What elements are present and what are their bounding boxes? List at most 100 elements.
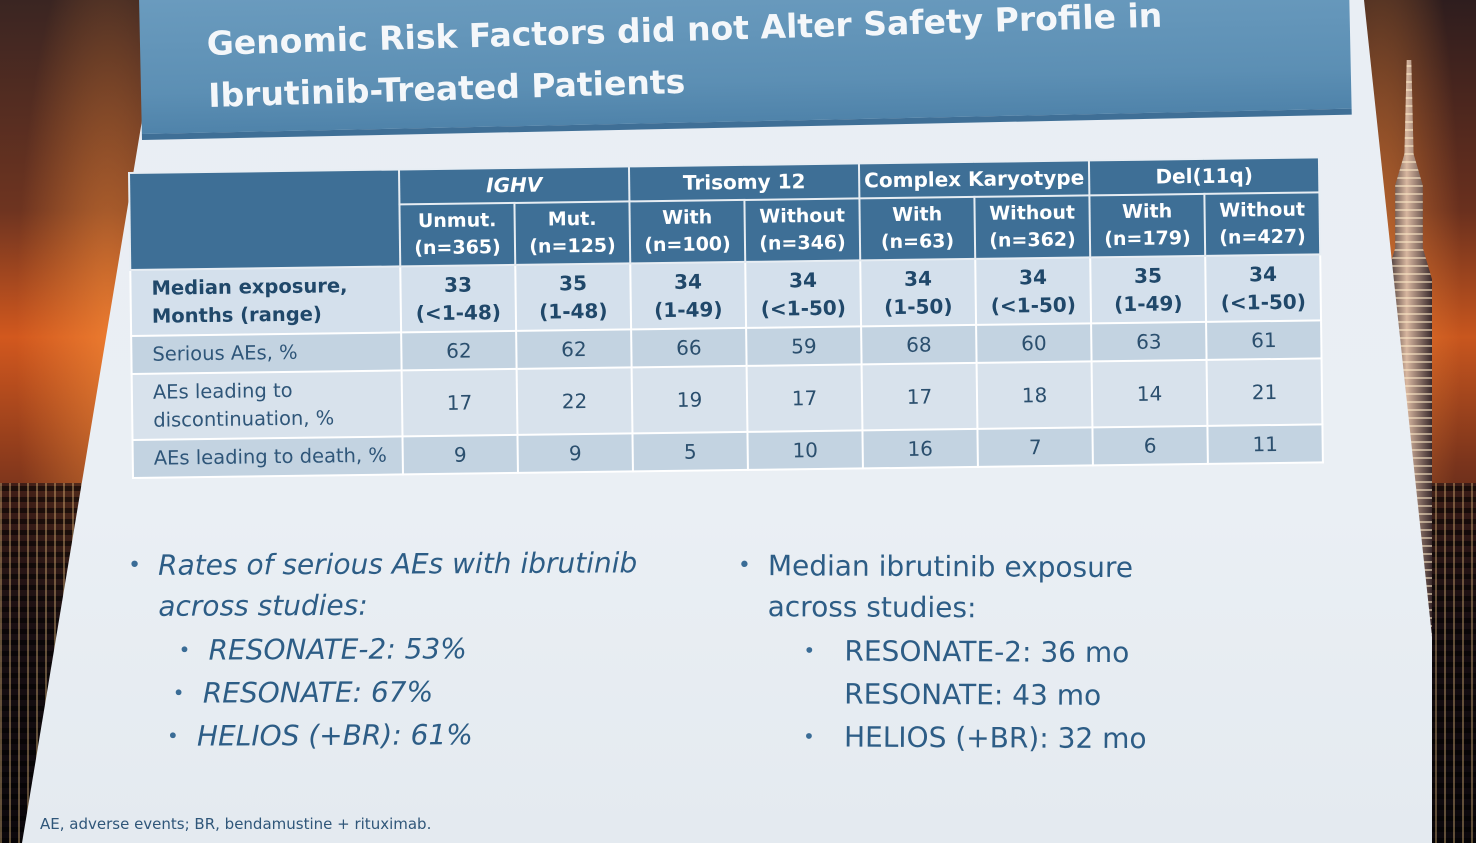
sub-bullet: • RESONATE-2: 36 mo: [803, 629, 1147, 674]
subheader-n: (n=63): [880, 230, 955, 254]
cell-range: (1-48): [539, 298, 608, 324]
cell-range: (1-49): [654, 297, 723, 323]
row-label: Serious AEs, %: [131, 332, 402, 374]
bullet-dot-icon: •: [128, 552, 142, 578]
cell-value: 33: [443, 272, 473, 297]
table-cell: 68: [861, 324, 977, 365]
table-cell: 11: [1207, 424, 1323, 464]
subheader-label: Without: [759, 204, 846, 228]
subheader-n: (n=179): [1104, 227, 1191, 251]
safety-table: IGHV Trisomy 12 Complex Karyotype Del(11…: [128, 156, 1324, 479]
sub-bullet-text: HELIOS (+BR): 32 mo: [843, 720, 1147, 756]
table-cell: 21: [1206, 358, 1323, 426]
row-label-line-2: Months (range): [151, 302, 322, 328]
sub-bullet-text: RESONATE-2: 36 mo: [844, 634, 1130, 670]
table-cell: 63: [1091, 321, 1207, 362]
subheader-label: With: [661, 206, 713, 230]
table-cell: 35 (1-49): [1090, 255, 1207, 324]
table-cell: 34 (1-49): [630, 261, 747, 330]
table-cell: 62: [516, 329, 632, 369]
table-cell: 22: [516, 367, 633, 435]
cell-value: 34: [1018, 264, 1048, 290]
sub-bullet-text: RESONATE: 43 mo: [844, 677, 1102, 712]
subheader-cell: Without (n=362): [974, 195, 1091, 259]
cell-value: 35: [1133, 263, 1163, 288]
table-cell: 34 (<1-50): [745, 260, 862, 328]
sub-bullet: • HELIOS (+BR): 61%: [167, 712, 638, 757]
subheader-n: (n=100): [644, 233, 731, 257]
footnote: AE, adverse events; BR, bendamustine + r…: [40, 815, 432, 833]
bullet-dot-icon: •: [803, 638, 816, 663]
bullet-main: • Rates of serious AEs with ibrutinib ac…: [128, 542, 638, 627]
cell-range: (<1-48): [415, 300, 502, 326]
cell-value: 35: [558, 271, 588, 296]
sub-bullet-text: HELIOS (+BR): 61%: [196, 718, 473, 753]
table-cell: 34 (<1-50): [1205, 254, 1322, 322]
sub-bullet-list: • RESONATE-2: 53% • RESONATE: 67% • HELIOS …: [128, 626, 638, 758]
table-cell: 62: [401, 330, 517, 371]
table-cell: 34 (1-50): [860, 258, 977, 327]
bullets-serious-aes: • Rates of serious AEs with ibrutinib ac…: [128, 542, 638, 758]
group-header-trisomy-12: Trisomy 12: [628, 163, 860, 202]
table-corner-cell: [129, 169, 401, 270]
subheader-label: Mut.: [547, 207, 597, 231]
sub-bullet-list: • RESONATE-2: 36 mo RESONATE: 43 mo • HELI…: [803, 629, 1147, 760]
table-cell: 14: [1091, 359, 1208, 428]
table-cell: 33 (<1-48): [400, 264, 517, 333]
sub-bullet: • HELIOS (+BR): 32 mo: [803, 715, 1147, 760]
row-label-line-1: Median exposure,: [151, 274, 348, 300]
table-cell: 9: [402, 434, 518, 475]
table-cell: 10: [747, 430, 863, 470]
subheader-label: Without: [1219, 198, 1306, 222]
table-cell: 17: [746, 364, 863, 432]
bullet-main-line-1: Rates of serious AEs with ibrutinib: [158, 546, 638, 582]
bullet-main: • Median ibrutinib exposure across studi…: [738, 545, 1148, 629]
table-cell: 34 (<1-50): [975, 257, 1092, 325]
table-cell: 7: [977, 427, 1093, 467]
cell-value: 34: [903, 266, 933, 291]
subheader-label: With: [891, 203, 943, 227]
slide-title-line-2: Ibrutinib-Treated Patients: [207, 61, 686, 115]
subheader-cell: With (n=179): [1089, 193, 1206, 258]
cell-range: (<1-50): [1220, 289, 1307, 315]
row-label: Median exposure, Months (range): [130, 266, 402, 336]
cell-range: (1-49): [1114, 291, 1183, 317]
subheader-cell: Unmut. (n=365): [399, 202, 516, 267]
sub-bullet-text: RESONATE: 67%: [202, 675, 434, 710]
sub-bullet: • RESONATE: 67%: [173, 669, 638, 714]
subheader-n: (n=125): [529, 234, 616, 258]
row-label-line-2: discontinuation, %: [153, 406, 335, 432]
table-cell: 59: [746, 326, 862, 366]
row-label: AEs leading to discontinuation, %: [131, 370, 403, 440]
table-cell: 16: [862, 428, 978, 469]
bullet-main-line-2: across studies:: [767, 590, 977, 625]
sub-bullet: • RESONATE-2: 53%: [178, 626, 637, 671]
subheader-label: With: [1121, 200, 1173, 223]
bullet-dot-icon: •: [178, 637, 191, 662]
bullets-median-exposure: • Median ibrutinib exposure across studi…: [737, 545, 1148, 760]
row-label-line-1: AEs leading to: [152, 378, 293, 404]
group-header-del11q: Del(11q): [1088, 157, 1320, 196]
table-cell: 9: [517, 433, 633, 473]
subheader-cell: With (n=100): [629, 199, 746, 264]
table-cell: 61: [1206, 320, 1322, 360]
row-label: AEs leading to death, %: [132, 436, 403, 478]
table-cell: 35 (1-48): [515, 263, 632, 331]
subheader-label: Unmut.: [417, 209, 497, 233]
bullet-dot-icon: •: [172, 680, 185, 705]
cell-value: 34: [788, 267, 818, 293]
table-cell: 17: [401, 368, 518, 437]
bullet-dot-icon: •: [802, 724, 815, 749]
table-cell: 5: [632, 431, 748, 472]
group-header-ighv: IGHV: [398, 166, 630, 205]
subheader-cell: With (n=63): [859, 196, 976, 261]
safety-table-wrapper: IGHV Trisomy 12 Complex Karyotype Del(11…: [128, 156, 1324, 479]
group-header-complex-karyotype: Complex Karyotype: [858, 160, 1090, 199]
subheader-cell: Mut. (n=125): [514, 201, 631, 265]
table-cell: 18: [976, 361, 1093, 429]
cell-value: 34: [1248, 261, 1278, 287]
cell-range: (1-50): [884, 294, 953, 320]
cell-range: (<1-50): [760, 295, 847, 321]
bullet-main-line-2: across studies:: [158, 588, 368, 623]
table-cell: 6: [1092, 425, 1208, 466]
